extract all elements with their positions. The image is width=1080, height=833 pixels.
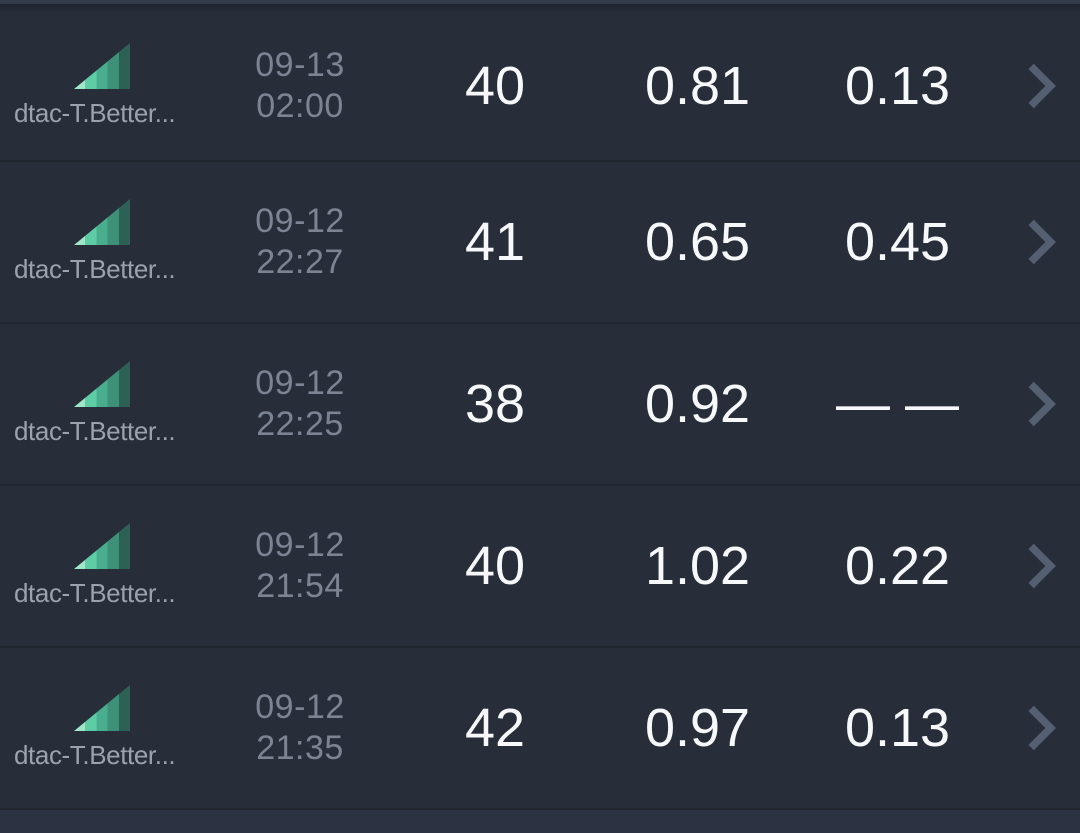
network-cell: dtac-T.Better... [0, 648, 210, 808]
signal-strength-icon [74, 523, 130, 569]
row-detail-affordance [1000, 12, 1080, 160]
date-text: 09-12 [255, 364, 345, 402]
list-item[interactable]: dtac-T.Better... 09-12 22:25 38 0.92 — — [0, 324, 1080, 486]
measurement-history-list: dtac-T.Better... 09-13 02:00 40 0.81 0.1… [0, 12, 1080, 833]
row-detail-affordance [1000, 648, 1080, 808]
metric-value-1: 42 [464, 698, 526, 758]
metric-value-3: 0.22 [844, 536, 951, 596]
signal-strength-icon [74, 199, 130, 245]
time-text: 22:27 [256, 243, 344, 281]
network-name: dtac-T.Better... [14, 254, 176, 284]
network-name: dtac-T.Better... [14, 740, 176, 770]
metric-value-2: 0.81 [644, 56, 751, 116]
time-text: 21:54 [256, 567, 344, 605]
metric-value-2: 0.97 [644, 698, 751, 758]
metric-value-1: 41 [464, 212, 526, 272]
list-item[interactable]: dtac-T.Better... 09-12 21:54 40 1.02 0.2… [0, 486, 1080, 648]
chevron-right-icon [1028, 543, 1056, 589]
chevron-right-icon [1028, 63, 1056, 109]
signal-strength-icon [74, 361, 130, 407]
row-detail-affordance [1000, 324, 1080, 484]
appbar-shadow [0, 4, 1080, 12]
time-text: 21:35 [256, 729, 344, 767]
network-name: dtac-T.Better... [14, 578, 176, 608]
metric-value-1: 40 [464, 536, 526, 596]
list-item[interactable]: dtac-T.Better... 09-12 22:27 41 0.65 0.4… [0, 162, 1080, 324]
time-text: 02:00 [256, 87, 344, 125]
next-list-item-partial[interactable] [0, 810, 1080, 833]
network-cell: dtac-T.Better... [0, 486, 210, 646]
date-text: 09-12 [255, 202, 345, 240]
metric-value-1: 40 [464, 56, 526, 116]
signal-strength-icon [74, 43, 130, 89]
list-item[interactable]: dtac-T.Better... 09-13 02:00 40 0.81 0.1… [0, 12, 1080, 162]
metric-value-3: 0.13 [844, 698, 951, 758]
metric-value-3: 0.45 [844, 212, 951, 272]
network-name: dtac-T.Better... [14, 98, 176, 128]
network-cell: dtac-T.Better... [0, 12, 210, 160]
network-cell: dtac-T.Better... [0, 324, 210, 484]
metric-value-3: 0.13 [844, 56, 951, 116]
row-detail-affordance [1000, 162, 1080, 322]
chevron-right-icon [1028, 705, 1056, 751]
datetime-cell: 09-12 21:54 [210, 486, 390, 646]
metric-value-2: 0.65 [644, 212, 751, 272]
metric-value-2: 1.02 [644, 536, 751, 596]
date-text: 09-13 [255, 46, 345, 84]
appbar-bottom-edge [0, 0, 1080, 4]
network-cell: dtac-T.Better... [0, 162, 210, 322]
datetime-cell: 09-12 21:35 [210, 648, 390, 808]
datetime-cell: 09-13 02:00 [210, 12, 390, 160]
metric-value-3: — — [835, 374, 959, 434]
datetime-cell: 09-12 22:25 [210, 324, 390, 484]
metric-value-1: 38 [464, 374, 526, 434]
date-text: 09-12 [255, 526, 345, 564]
row-detail-affordance [1000, 486, 1080, 646]
network-name: dtac-T.Better... [14, 416, 176, 446]
chevron-right-icon [1028, 219, 1056, 265]
time-text: 22:25 [256, 405, 344, 443]
datetime-cell: 09-12 22:27 [210, 162, 390, 322]
list-item[interactable]: dtac-T.Better... 09-12 21:35 42 0.97 0.1… [0, 648, 1080, 810]
date-text: 09-12 [255, 688, 345, 726]
metric-value-2: 0.92 [644, 374, 751, 434]
chevron-right-icon [1028, 381, 1056, 427]
signal-strength-icon [74, 685, 130, 731]
